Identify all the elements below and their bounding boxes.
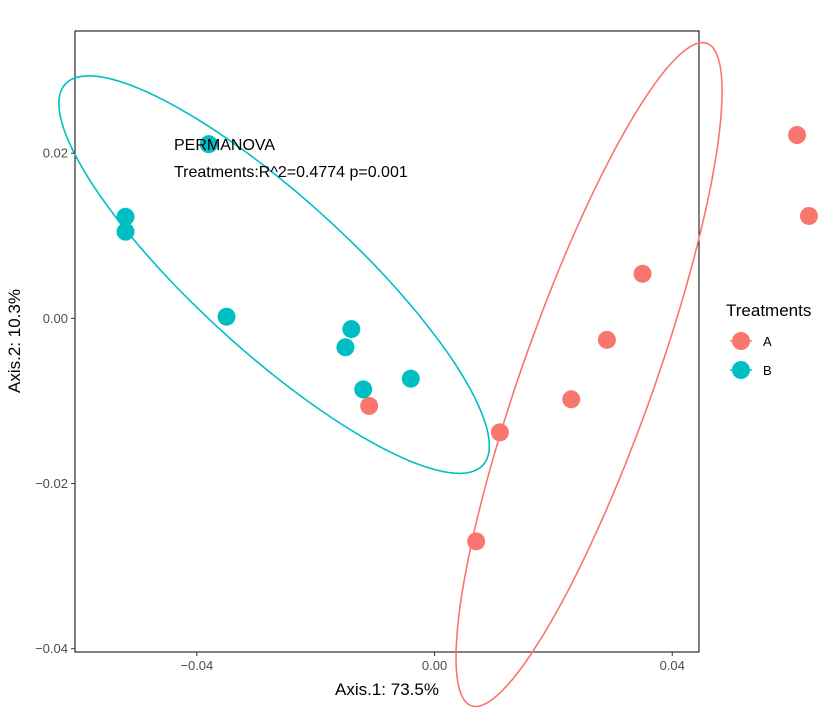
confidence-ellipses [58, 41, 723, 708]
data-points [116, 126, 818, 551]
ellipse-A [455, 41, 723, 708]
point-A-8 [467, 532, 486, 551]
y-tick-label: 0.00 [43, 311, 68, 326]
x-axis-ticks: −0.040.000.040.08 [180, 652, 685, 673]
annotation-title: PERMANOVA [174, 137, 275, 154]
point-B-7 [354, 380, 373, 399]
point-B-2 [116, 207, 135, 226]
point-A-6 [490, 423, 509, 442]
point-A-4 [597, 330, 616, 349]
point-A-2 [799, 206, 818, 225]
point-A-3 [633, 264, 652, 283]
legend-label-A: A [763, 334, 772, 349]
point-A-5 [562, 390, 581, 409]
legend-items: AB [730, 332, 772, 379]
point-B-8 [401, 369, 420, 388]
point-B-4 [217, 307, 236, 326]
legend-key-B [732, 361, 750, 379]
annotation-stat: Treatments:R^2=0.4774 p=0.001 [174, 164, 408, 181]
point-A-1 [788, 126, 807, 145]
y-tick-label: −0.04 [35, 641, 68, 656]
ellipse-B [58, 75, 491, 475]
y-tick-label: 0.02 [43, 146, 68, 161]
point-B-1 [199, 135, 218, 154]
x-tick-label: −0.04 [180, 658, 213, 673]
point-B-5 [342, 320, 361, 339]
x-axis-title: Axis.1: 73.5% [335, 680, 439, 699]
x-tick-label: 0.00 [422, 658, 447, 673]
legend-label-B: B [763, 363, 772, 378]
y-tick-label: −0.02 [35, 476, 68, 491]
point-A-7 [360, 396, 379, 415]
point-B-3 [116, 222, 135, 241]
legend-title: Treatments [726, 301, 811, 320]
legend-key-A [732, 332, 750, 350]
point-B-6 [336, 338, 355, 357]
y-axis-ticks: −0.04 −0.02 0.00 0.02 [35, 146, 75, 656]
legend: Treatments AB [726, 301, 811, 379]
plot-panel [74, 30, 700, 653]
y-axis-title: Axis.2: 10.3% [5, 289, 24, 393]
x-tick-label: 0.04 [660, 658, 685, 673]
